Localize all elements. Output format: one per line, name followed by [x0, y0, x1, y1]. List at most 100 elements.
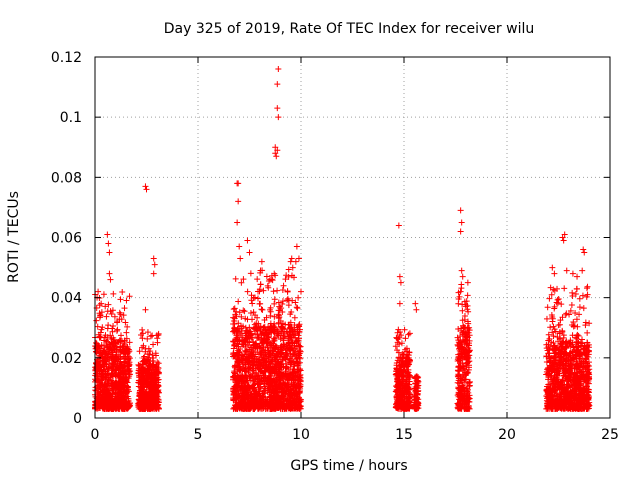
data-point: [109, 391, 116, 398]
data-point: [111, 344, 118, 351]
data-point: [110, 354, 117, 361]
data-point: [296, 373, 303, 380]
data-point: [113, 404, 120, 411]
data-point: [155, 369, 162, 376]
data-point: [114, 326, 121, 333]
data-point: [104, 349, 111, 356]
data-point: [120, 312, 127, 319]
data-point: [104, 378, 111, 385]
data-point: [104, 387, 111, 394]
data-point: [144, 329, 151, 336]
data-point: [291, 314, 298, 321]
data-point: [271, 296, 278, 303]
data-point: [120, 364, 127, 371]
data-point: [94, 342, 101, 349]
data-point: [249, 300, 256, 307]
data-point: [126, 348, 133, 355]
data-point: [144, 367, 151, 374]
data-point: [117, 311, 124, 318]
data-point: [232, 275, 239, 282]
data-point: [154, 359, 161, 366]
data-point: [110, 361, 117, 368]
data-point: [152, 399, 159, 406]
data-point: [137, 403, 144, 410]
data-point: [107, 374, 114, 381]
data-point: [124, 351, 131, 358]
data-point: [94, 323, 101, 330]
data-point: [109, 328, 116, 335]
data-point: [105, 392, 112, 399]
grid: [95, 57, 610, 418]
data-point: [297, 288, 304, 295]
data-point: [123, 389, 130, 396]
data-point: [116, 316, 123, 323]
data-point: [274, 287, 281, 294]
data-point: [576, 304, 583, 311]
data-point: [254, 276, 261, 283]
data-point: [110, 334, 117, 341]
data-point: [98, 373, 105, 380]
data-point: [148, 369, 155, 376]
data-point: [405, 331, 412, 338]
data-point: [118, 332, 125, 339]
data-point: [257, 300, 264, 307]
data-point: [230, 321, 237, 328]
data-point: [121, 384, 128, 391]
data-point: [275, 299, 282, 306]
data-point: [118, 360, 125, 367]
data-point: [464, 292, 471, 299]
data-point: [135, 361, 142, 368]
data-point: [295, 294, 302, 301]
data-point: [466, 379, 473, 386]
chart-title: Day 325 of 2019, Rate Of TEC Index for r…: [164, 21, 534, 37]
data-point: [116, 383, 123, 390]
data-point: [118, 338, 125, 345]
data-point: [112, 390, 119, 397]
data-point: [97, 329, 104, 336]
data-point: [94, 399, 101, 406]
data-point: [116, 401, 123, 408]
data-point: [110, 290, 117, 297]
data-point: [152, 350, 159, 357]
data-point: [139, 387, 146, 394]
data-point: [117, 389, 124, 396]
data-point: [584, 283, 591, 290]
data-point: [93, 317, 100, 324]
data-point: [123, 399, 130, 406]
data-point: [155, 360, 162, 367]
data-point: [244, 336, 251, 343]
data-point: [147, 333, 154, 340]
data-point: [114, 338, 121, 345]
data-point: [126, 293, 133, 300]
data-point: [96, 349, 103, 356]
data-point: [149, 357, 156, 364]
data-point: [250, 309, 257, 316]
data-point: [96, 368, 103, 375]
data-point: [458, 285, 465, 292]
data-point: [120, 378, 127, 385]
data-point: [121, 394, 128, 401]
data-point: [259, 306, 266, 313]
data-point: [120, 354, 127, 361]
data-point: [293, 304, 300, 311]
data-point: [116, 373, 123, 380]
data-point: [98, 309, 105, 316]
data-point: [153, 332, 160, 339]
data-point: [95, 377, 102, 384]
data-point: [154, 339, 161, 346]
data-point: [92, 348, 99, 355]
data-point: [96, 302, 103, 309]
data-point: [106, 382, 113, 389]
data-point: [109, 351, 116, 358]
data-point: [136, 400, 143, 407]
data-point: [150, 341, 157, 348]
data-point: [97, 404, 104, 411]
data-point: [122, 319, 129, 326]
data-point: [121, 305, 128, 312]
data-point: [144, 350, 151, 357]
data-point: [258, 306, 265, 313]
data-point: [270, 288, 277, 295]
data-point: [583, 285, 590, 292]
data-point: [123, 329, 130, 336]
